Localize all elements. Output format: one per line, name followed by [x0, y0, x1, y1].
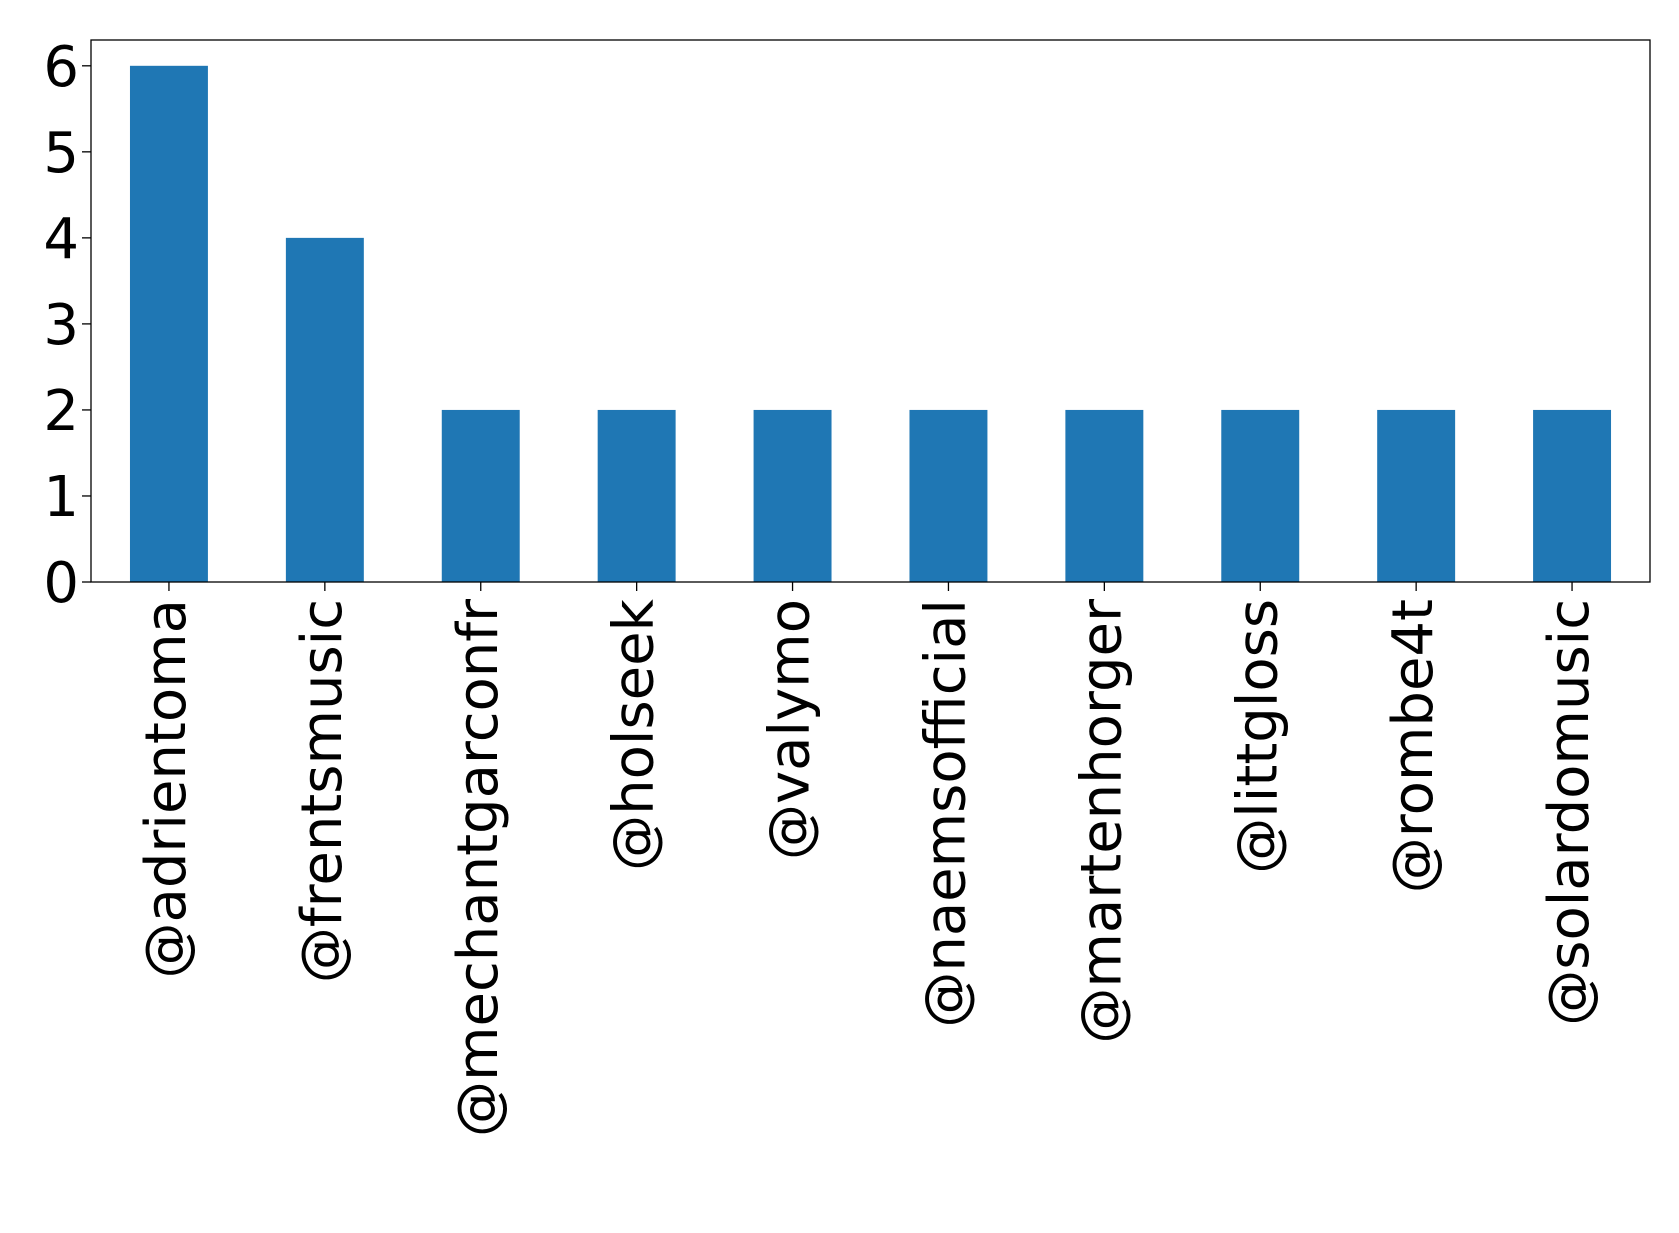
- x-tick-label: @rombe4t: [1381, 599, 1446, 893]
- x-tick-label: @frentsmusic: [290, 599, 355, 983]
- bar: [285, 237, 364, 582]
- bars-layer: [129, 65, 1612, 582]
- bar: [1221, 409, 1300, 582]
- y-tick-label: 1: [43, 465, 79, 530]
- x-tick-label: @martenhorger: [1069, 598, 1134, 1044]
- bar: [1533, 409, 1612, 582]
- x-tick-label: @mechantgarconfr: [446, 598, 511, 1137]
- y-tick-label: 5: [43, 121, 79, 186]
- x-tick-label: @adrientoma: [134, 599, 199, 978]
- y-tick-label: 0: [43, 551, 79, 616]
- bar: [1377, 409, 1456, 582]
- bar: [441, 409, 520, 582]
- x-tick-label: @valymo: [758, 599, 823, 860]
- y-tick-label: 3: [43, 293, 79, 358]
- bar: [753, 409, 832, 582]
- y-tick-label: 4: [43, 207, 79, 272]
- plot-frame: [90, 39, 1651, 583]
- bar: [597, 409, 676, 582]
- bar: [909, 409, 988, 582]
- x-tick-label: @naemsofficial: [913, 599, 978, 1028]
- x-tick-label: @solardomusic: [1537, 599, 1602, 1026]
- y-tick-label: 6: [43, 35, 79, 100]
- bar: [129, 65, 208, 582]
- x-tick-label: @littgloss: [1225, 599, 1290, 874]
- x-tick-label: @holseek: [602, 598, 667, 870]
- y-tick-label: 2: [43, 379, 79, 444]
- bar: [1065, 409, 1144, 582]
- x-axis: @adrientoma @frentsmusic @mechantgarconfr @…: [134, 582, 1602, 1137]
- y-axis: 0 1 2 3 4 5 6: [43, 35, 91, 616]
